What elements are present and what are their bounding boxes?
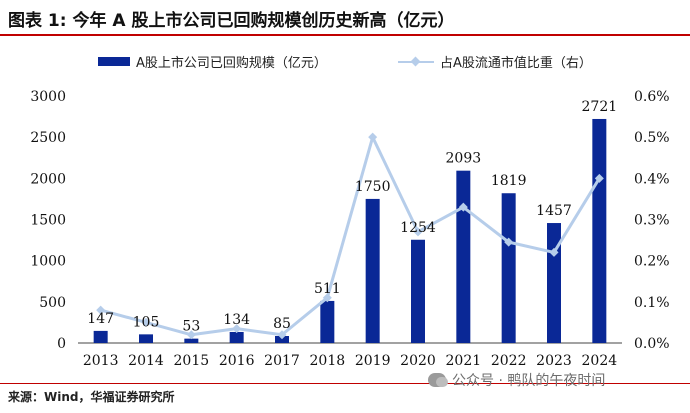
bar-data-label: 53	[182, 319, 200, 335]
bar-data-label: 1819	[491, 173, 527, 189]
line-point	[458, 202, 468, 212]
bar	[320, 300, 335, 343]
bar	[184, 338, 199, 343]
bar	[411, 239, 425, 343]
bar	[547, 223, 561, 343]
line-point	[96, 305, 106, 315]
watermark: 公众号 · 鸭队的午夜时间	[428, 370, 605, 390]
bar	[365, 198, 380, 343]
legend-line-swatch	[398, 56, 434, 66]
x-tick-label: 2014	[128, 353, 164, 369]
line-point	[141, 317, 151, 327]
line-point	[504, 237, 514, 247]
line-point	[277, 330, 287, 340]
bar-data-label: 2721	[582, 99, 618, 115]
x-tick-label: 2021	[446, 353, 482, 369]
bar	[275, 336, 289, 343]
y-right-tick-label: 0.0%	[634, 336, 670, 352]
y-right-tick-label: 0.4%	[634, 171, 670, 187]
y-left-tick-label: 2500	[30, 130, 66, 146]
bar-data-label: 2093	[446, 151, 482, 167]
bar-data-label: 511	[314, 281, 341, 297]
source-divider	[0, 383, 690, 384]
x-tick-label: 2017	[264, 353, 300, 369]
x-tick-label: 2016	[219, 353, 255, 369]
legend-bar-label: A股上市公司已回购规模（亿元）	[136, 56, 327, 71]
bar-data-label: 85	[273, 316, 291, 332]
legend-bar-swatch	[98, 57, 130, 66]
bar-data-label: 1750	[355, 179, 391, 195]
y-right-tick-label: 0.6%	[634, 89, 670, 105]
legend-item-line: 占A股流通市值比重（右）	[398, 52, 592, 71]
wechat-icon	[428, 373, 448, 387]
y-left-tick-label: 0	[57, 336, 66, 352]
bar	[501, 193, 516, 343]
line-point	[322, 293, 332, 303]
x-tick-label: 2020	[400, 353, 436, 369]
bar	[456, 170, 471, 343]
bar	[139, 334, 153, 343]
source-note: 来源：Wind，华福证券研究所	[8, 390, 175, 404]
line-point	[594, 173, 604, 183]
y-left-tick-label: 3000	[30, 89, 66, 105]
x-tick-label: 2019	[355, 353, 391, 369]
y-right-tick-label: 0.5%	[634, 130, 670, 146]
y-left-tick-label: 1500	[30, 213, 66, 229]
x-tick-label: 2018	[310, 353, 346, 369]
x-tick-label: 2015	[174, 353, 210, 369]
x-tick-label: 2023	[536, 353, 572, 369]
x-tick-label: 2024	[582, 353, 618, 369]
title-divider	[0, 34, 690, 36]
y-left-tick-label: 2000	[30, 171, 66, 187]
line-point	[413, 227, 423, 237]
bar	[229, 331, 244, 343]
line-point	[232, 324, 242, 334]
y-right-tick-label: 0.1%	[634, 295, 670, 311]
x-tick-label: 2022	[491, 353, 527, 369]
bar-data-label: 105	[133, 314, 160, 330]
line-series	[100, 135, 601, 337]
line-point	[549, 247, 559, 257]
legend-line-label: 占A股流通市值比重（右）	[440, 56, 592, 71]
y-left-tick-label: 1000	[30, 254, 66, 270]
watermark-text: 公众号 · 鸭队的午夜时间	[452, 373, 606, 389]
y-right-tick-label: 0.2%	[634, 254, 670, 270]
y-right-tick-label: 0.3%	[634, 213, 670, 229]
bar-data-label: 147	[87, 311, 114, 327]
bar-data-label: 1254	[400, 220, 436, 236]
bar-data-label: 134	[223, 312, 250, 328]
y-left-tick-label: 500	[39, 295, 66, 311]
line-point	[368, 132, 378, 142]
x-tick-label: 2013	[83, 353, 119, 369]
legend-item-bar: A股上市公司已回购规模（亿元）	[98, 52, 327, 71]
bar-data-label: 1457	[536, 203, 572, 219]
bar	[93, 330, 108, 343]
bar	[592, 118, 607, 343]
line-point	[186, 330, 196, 340]
chart-title: 图表 1: 今年 A 股上市公司已回购规模创历史新高（亿元）	[8, 11, 455, 31]
